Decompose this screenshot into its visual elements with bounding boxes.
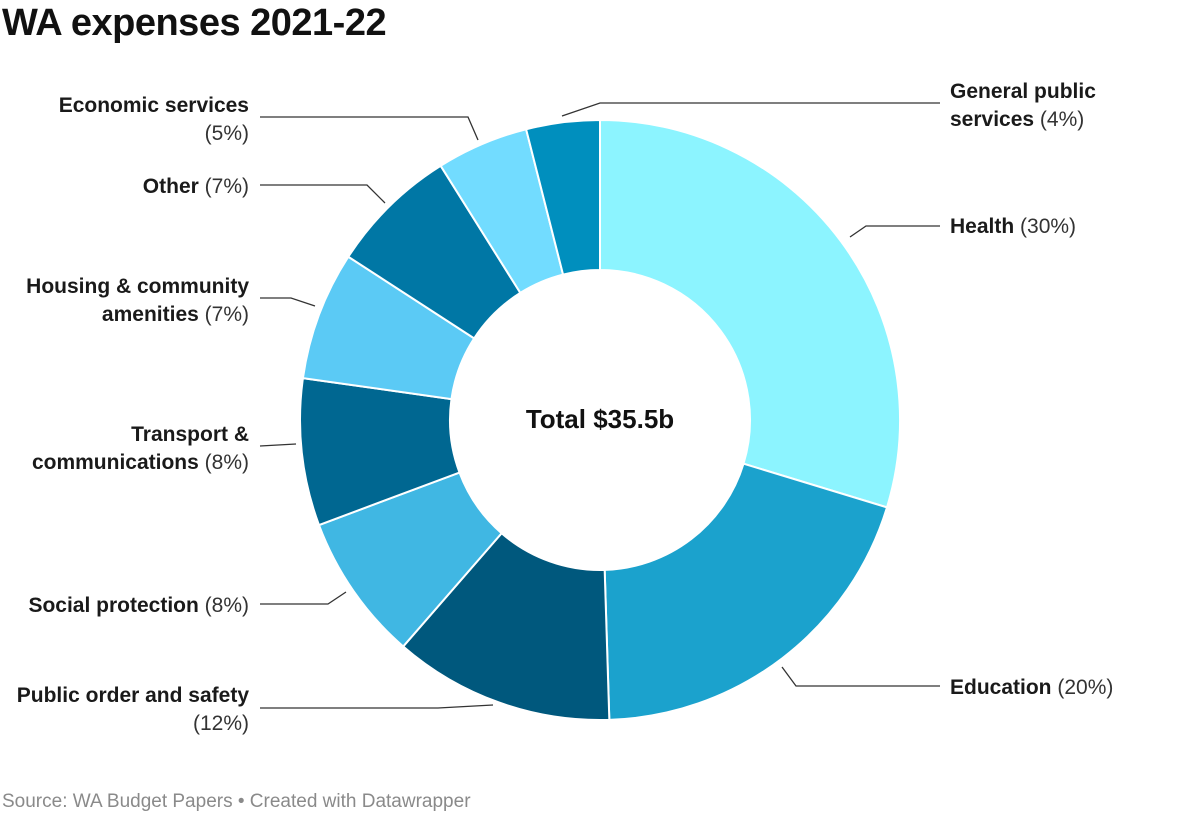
label-housing-and-community-amenities: Housing & community amenities (7%) [26, 275, 249, 326]
leader-line-general-public-services [561, 102, 940, 117]
leader-line-housing-and-community-amenities [260, 297, 316, 307]
donut-slices [299, 118, 901, 721]
leader-line-public-order-and-safety [260, 704, 494, 709]
label-other: Other (7%) [143, 175, 249, 198]
slice-health [599, 118, 901, 509]
leader-line-health [849, 225, 940, 238]
leader-lines [259, 102, 940, 709]
label-health: Health (30%) [950, 215, 1076, 238]
label-social-protection: Social protection (8%) [28, 594, 249, 617]
leader-line-social-protection [260, 591, 347, 605]
label-public-order-and-safety: Public order and safety (12%) [17, 684, 250, 735]
label-transport-and-communications: Transport & communications (8%) [32, 423, 249, 474]
slice-public-order-and-safety [401, 531, 611, 721]
slice-education [603, 462, 889, 721]
label-general-public-services: General public services (4%) [950, 80, 1096, 131]
slice-general-public-services [524, 118, 601, 276]
source-footer: Source: WA Budget Papers • Created with … [2, 791, 471, 812]
leader-line-transport-and-communications [259, 443, 297, 447]
leader-line-education [781, 666, 940, 687]
donut-chart: Health (30%) Education (20%) Public order … [17, 80, 1114, 735]
chart-title: WA expenses 2021-22 [2, 2, 387, 44]
leader-line-economic-services [260, 116, 479, 141]
label-economic-services: Economic services (5%) [59, 94, 249, 145]
slice-labels: Health (30%) Education (20%) Public order … [17, 80, 1114, 735]
label-education: Education (20%) [950, 676, 1113, 699]
leader-line-other [260, 184, 386, 204]
center-total-label: Total $35.5b [526, 404, 674, 434]
